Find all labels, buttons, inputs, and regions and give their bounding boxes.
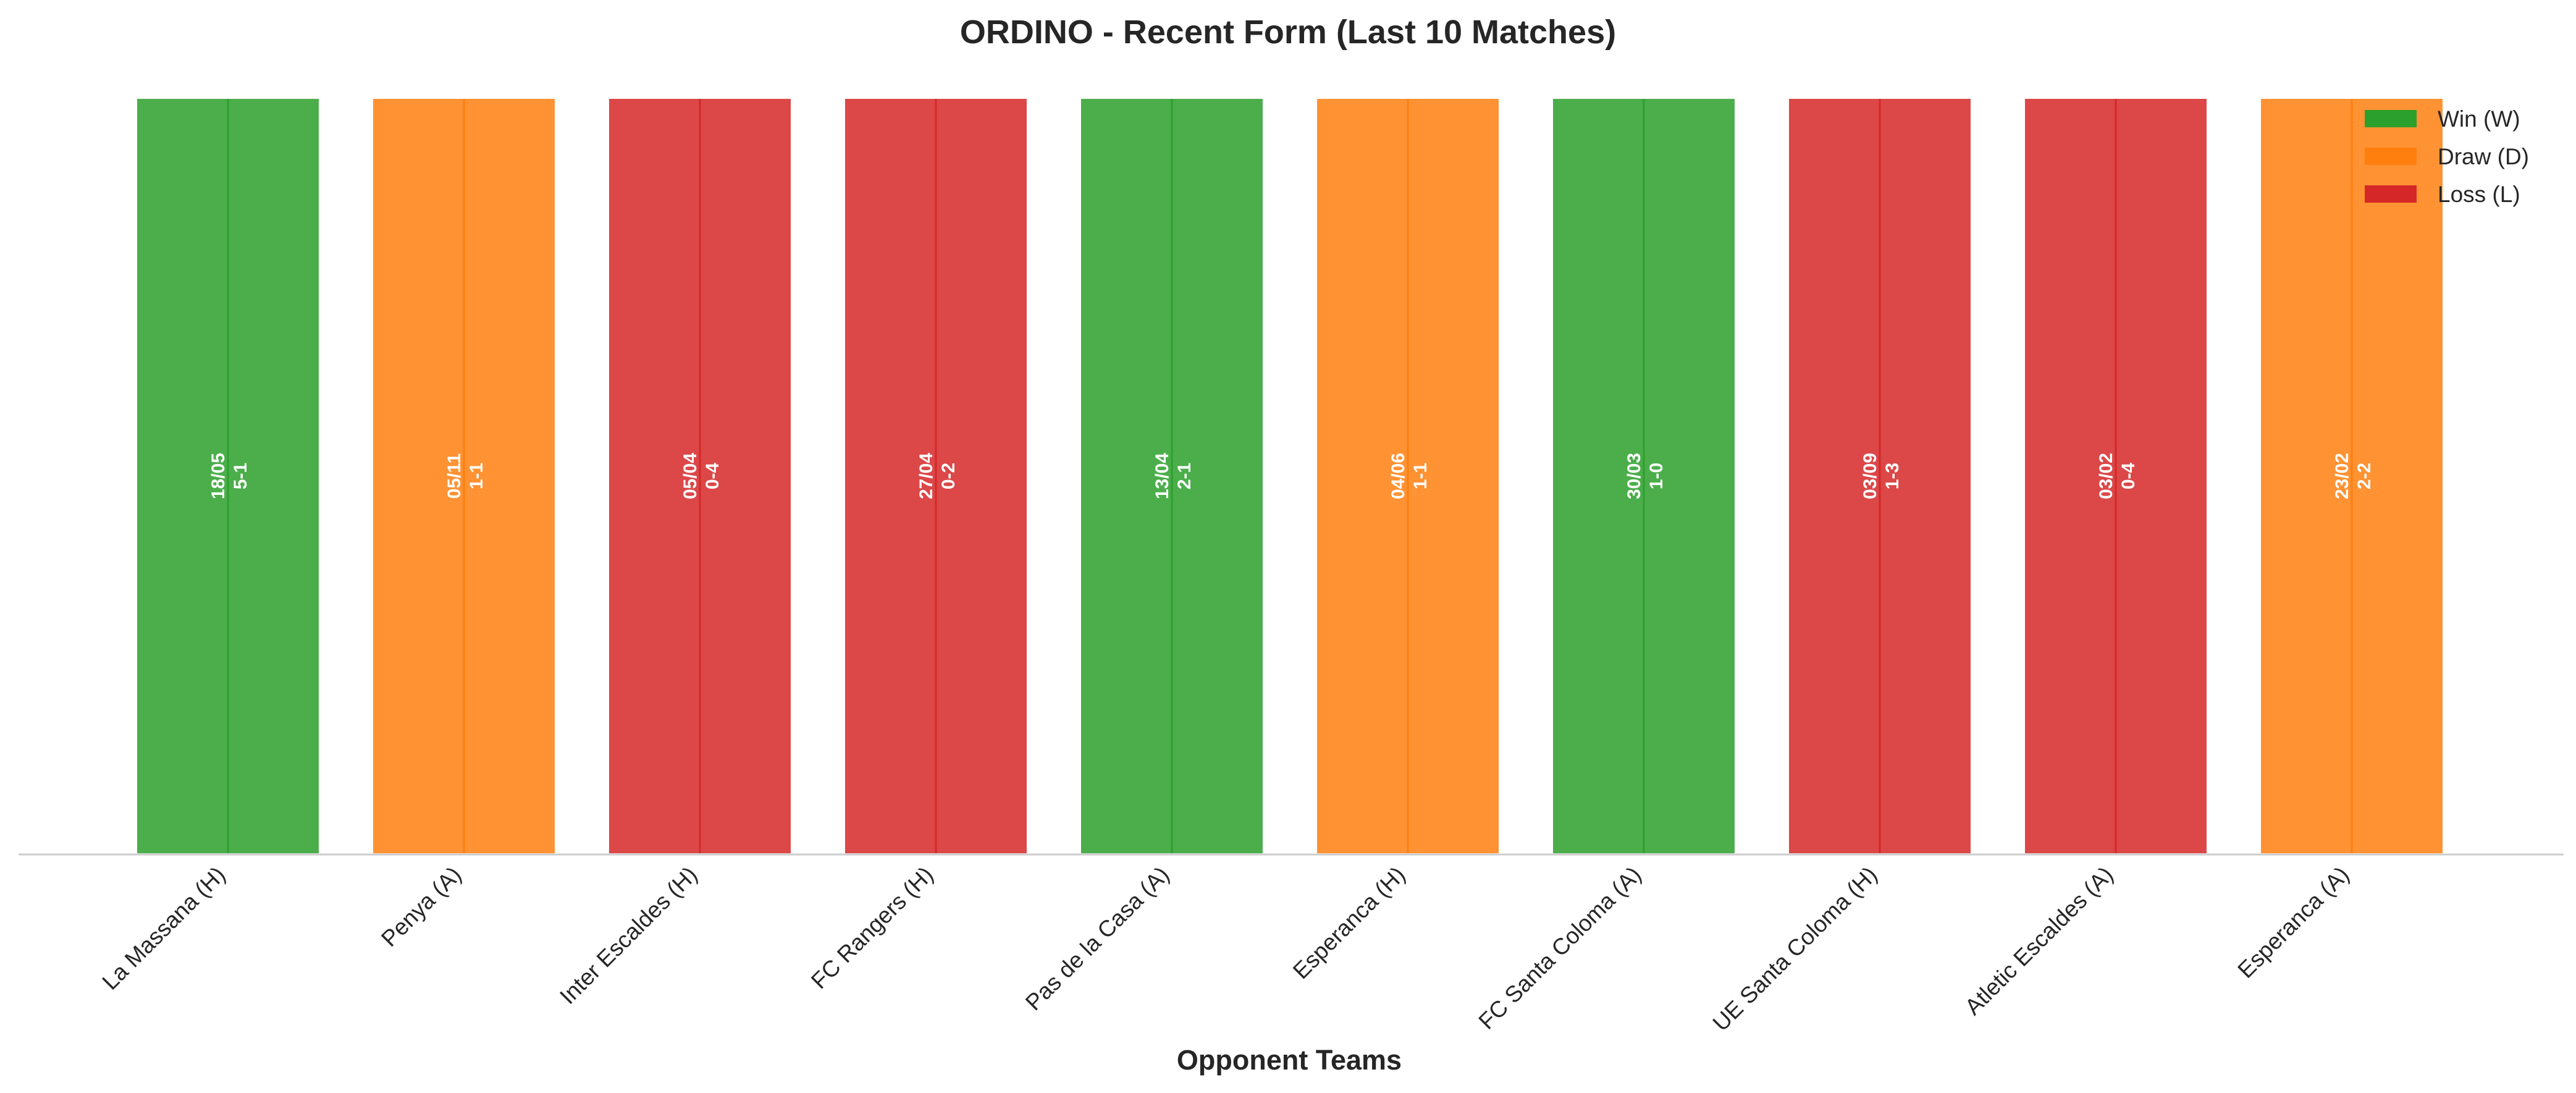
bar-date-label: 04/06 [1388, 453, 1408, 499]
bar-score-label: 1-1 [466, 463, 487, 489]
bar-score-label: 1-3 [1882, 463, 1903, 489]
bar-score-label: 5-1 [230, 463, 251, 489]
bar-score-label: 1-0 [1646, 463, 1667, 489]
bar-score-label: 1-1 [1410, 463, 1431, 489]
bar-date-label: 30/03 [1624, 453, 1644, 499]
bar-data-label: 05/04 0-4 [680, 453, 723, 499]
x-tick-label: La Massana (H) [98, 862, 230, 995]
bar-score-label: 0-2 [938, 463, 959, 489]
bar-data-label: 27/04 0-2 [916, 453, 959, 499]
bar-score-label: 0-4 [2118, 463, 2139, 490]
bar-date-label: 13/04 [1152, 453, 1172, 499]
bar-data-label: 18/05 5-1 [208, 453, 251, 499]
bar-data-label: 05/11 1-1 [444, 454, 487, 499]
legend-label-l: Loss (L) [2438, 182, 2520, 207]
legend-swatch-d [2365, 148, 2417, 165]
x-tick-label: UE Santa Coloma (H) [1708, 862, 1882, 1036]
bar-data-label: 30/03 1-0 [1624, 453, 1667, 499]
x-tick-label: FC Rangers (H) [806, 862, 938, 994]
x-tick-label: Inter Escaldes (H) [555, 862, 702, 1009]
bars-layer: 18/05 5-1 05/11 1-1 05/04 0-4 27/04 0-2 13/04 2-1… [135, 96, 2445, 856]
legend: Win (W) Draw (D) Loss (L) [2365, 106, 2529, 207]
x-tick-label: Esperanca (A) [2233, 862, 2354, 983]
bar-date-label: 05/04 [680, 453, 701, 499]
bar-score-label: 2-1 [1174, 463, 1195, 489]
bar-date-label: 03/02 [2096, 453, 2116, 499]
bar-date-label: 18/05 [208, 453, 229, 499]
bar-score-label: 2-2 [2354, 463, 2375, 489]
bar-data-label: 23/02 2-2 [2332, 453, 2375, 499]
bar-score-label: 0-4 [702, 463, 723, 490]
x-tick-labels: La Massana (H) Penya (A) Inter Escaldes (H… [98, 862, 2354, 1036]
x-tick-label: Penya (A) [376, 862, 466, 952]
bar-date-label: 27/04 [916, 453, 937, 499]
legend-label-d: Draw (D) [2438, 144, 2529, 169]
bar-date-label: 23/02 [2332, 453, 2352, 499]
bar-data-label: 13/04 2-1 [1152, 453, 1195, 499]
x-tick-label: Atletic Escaldes (A) [1960, 862, 2118, 1020]
bar-date-label: 03/09 [1860, 453, 1880, 499]
bar-data-label: 03/02 0-4 [2096, 453, 2139, 499]
legend-swatch-l [2365, 185, 2417, 203]
x-tick-label: Esperanca (H) [1288, 862, 1410, 984]
x-tick-label: FC Santa Coloma (A) [1474, 862, 1646, 1034]
bar-date-label: 05/11 [444, 454, 465, 499]
bar-data-label: 04/06 1-1 [1388, 453, 1431, 499]
chart-title: ORDINO - Recent Form (Last 10 Matches) [960, 14, 1616, 51]
legend-swatch-w [2365, 110, 2417, 127]
x-tick-label: Pas de la Casa (A) [1021, 862, 1174, 1016]
legend-label-w: Win (W) [2438, 106, 2520, 132]
bar-data-label: 03/09 1-3 [1860, 453, 1903, 499]
x-axis-label: Opponent Teams [1177, 1044, 1402, 1076]
